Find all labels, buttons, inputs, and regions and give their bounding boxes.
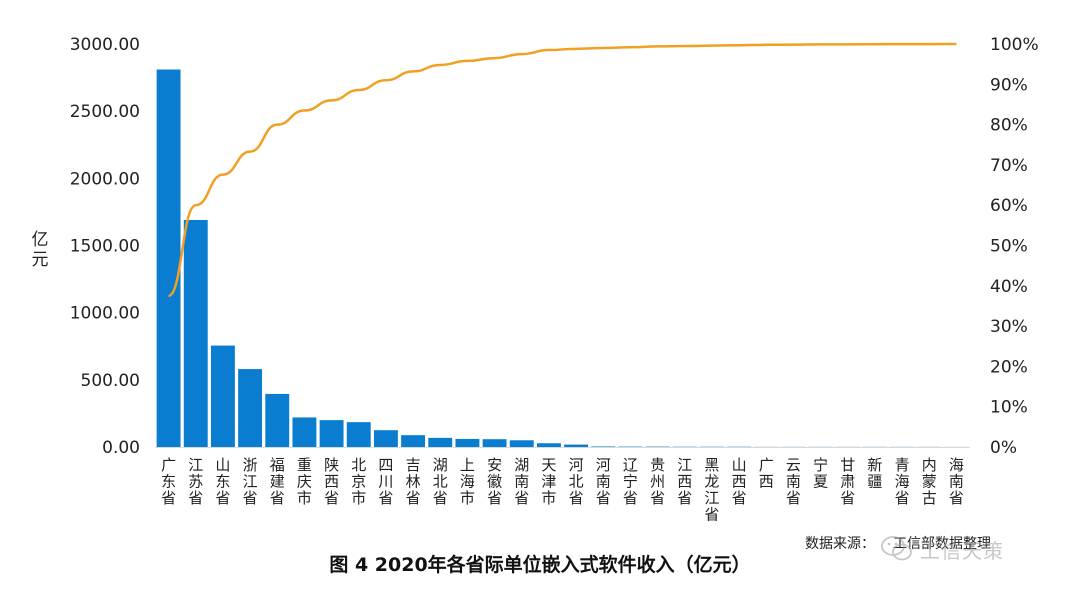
- y-tick-label: 2500.00: [70, 102, 140, 122]
- bar: [564, 444, 589, 447]
- y2-tick-label: 70%: [990, 156, 1028, 176]
- y-tick-label: 1000.00: [70, 304, 140, 324]
- category-label: 吉林省: [406, 456, 421, 507]
- watermark: 工信天策: [880, 531, 1050, 567]
- bar: [536, 443, 561, 447]
- bar: [292, 417, 317, 447]
- category-label: 山西省: [732, 456, 747, 507]
- category-label: 北京市: [351, 456, 366, 507]
- left-axis-ticks: 0.00 500.00 1000.00 1500.00 2000.00 2500.00 30…: [70, 35, 140, 458]
- bar: [401, 435, 426, 447]
- category-label: 云南省: [786, 456, 801, 507]
- bar: [319, 420, 344, 447]
- category-label: 宁夏: [813, 456, 828, 491]
- category-label: 贵州省: [650, 456, 665, 507]
- wechat-icon: [881, 536, 912, 561]
- y2-tick-label: 90%: [990, 75, 1028, 95]
- category-label: 浙江省: [243, 456, 258, 507]
- category-labels: 广东省江苏省山东省浙江省福建省重庆市陕西省北京市四川省吉林省湖北省上海市安徽省湖…: [161, 456, 964, 524]
- category-label: 广西: [759, 456, 774, 491]
- category-label: 海南省: [949, 456, 964, 507]
- right-axis-ticks: 0% 10% 20% 30% 40% 50% 60% 70% 80% 90% 100%: [990, 35, 1039, 458]
- bar-series: [156, 69, 969, 448]
- y2-tick-label: 50%: [990, 237, 1028, 257]
- y-tick-label: 1500.00: [70, 237, 140, 257]
- bar: [346, 422, 371, 447]
- category-label: 江西省: [677, 456, 692, 507]
- category-label: 内蒙古: [922, 456, 937, 507]
- category-label: 新疆: [867, 456, 882, 491]
- category-label: 天津市: [541, 456, 556, 507]
- y-axis-label: 亿元: [32, 230, 49, 270]
- y2-tick-label: 10%: [990, 398, 1028, 418]
- y-tick-label: 0.00: [102, 438, 140, 458]
- category-label: 湖北省: [433, 456, 448, 507]
- bar: [210, 345, 235, 447]
- bar: [373, 430, 398, 447]
- data-source: 数据来源： 工信部数据整理: [805, 533, 991, 553]
- bar: [509, 440, 534, 447]
- y-tick-label: 500.00: [81, 371, 140, 391]
- y2-tick-label: 100%: [990, 35, 1039, 55]
- bar: [482, 439, 507, 447]
- bar: [238, 369, 263, 447]
- y-tick-label: 2000.00: [70, 169, 140, 189]
- category-label: 甘肃省: [840, 456, 855, 507]
- bar: [591, 446, 616, 447]
- y-tick-label: 3000.00: [70, 35, 140, 55]
- bar: [183, 219, 208, 447]
- y2-tick-label: 40%: [990, 277, 1028, 297]
- bar: [455, 438, 480, 447]
- watermark-text: 工信天策: [920, 538, 1004, 563]
- category-label: 陕西省: [324, 456, 339, 507]
- y2-tick-label: 60%: [990, 196, 1028, 216]
- data-source-tail: 工信部数据整理: [893, 536, 991, 552]
- category-label: 四川省: [378, 456, 393, 507]
- category-label: 安徽省: [487, 456, 502, 507]
- bar: [156, 69, 181, 448]
- data-source-label: 数据来源：: [805, 536, 875, 552]
- category-label: 辽宁省: [623, 456, 638, 507]
- category-label: 广东省: [161, 456, 176, 507]
- category-label: 重庆市: [297, 456, 312, 507]
- category-label: 黑龙江省: [704, 456, 719, 524]
- category-label: 河南省: [596, 456, 611, 507]
- category-label: 青海省: [895, 456, 910, 507]
- category-label: 福建省: [270, 456, 285, 507]
- y2-tick-label: 30%: [990, 317, 1028, 337]
- bar: [265, 393, 290, 447]
- category-label: 上海市: [460, 456, 475, 507]
- chart-title: 图 4 2020年各省际单位嵌入式软件收入（亿元）: [329, 554, 751, 576]
- y2-tick-label: 20%: [990, 357, 1028, 377]
- bar: [428, 437, 453, 447]
- category-label: 河北省: [569, 456, 584, 507]
- cumulative-line: [167, 42, 957, 298]
- category-label: 江苏省: [188, 456, 203, 507]
- y2-tick-label: 80%: [990, 116, 1028, 136]
- category-label: 湖南省: [514, 456, 529, 507]
- category-label: 山东省: [215, 456, 230, 507]
- y2-tick-label: 0%: [990, 438, 1017, 458]
